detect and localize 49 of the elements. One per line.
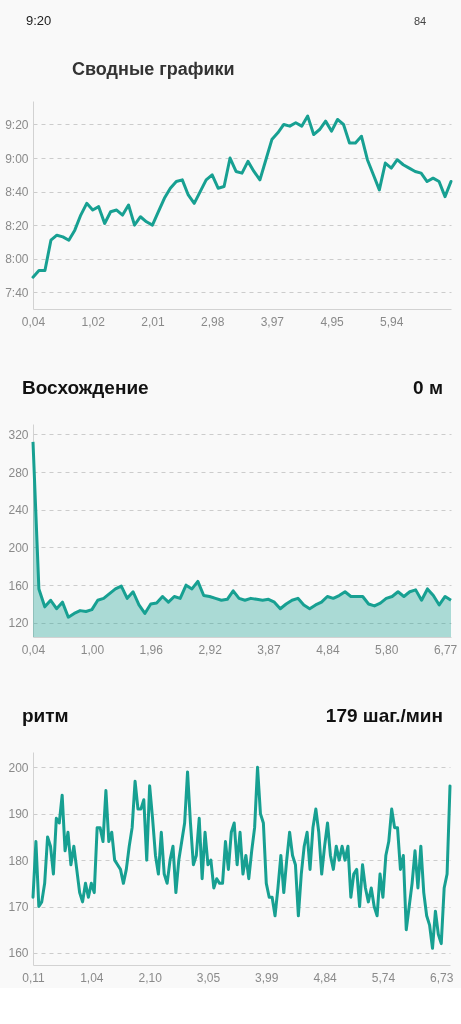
y-tick-label: 160 <box>8 946 29 961</box>
x-tick-label: 6,73 <box>430 970 454 985</box>
y-tick-label: 7:40 <box>5 285 29 300</box>
x-tick-label: 2,01 <box>141 314 165 329</box>
x-tick-label: 0,04 <box>21 642 46 657</box>
y-tick-label: 190 <box>8 807 29 822</box>
x-tick-label: 4,95 <box>320 314 345 329</box>
y-tick-label: 200 <box>8 540 29 555</box>
x-tick-label: 2,98 <box>200 314 225 329</box>
y-tick-label: 120 <box>8 616 29 631</box>
x-tick-label: 1,00 <box>80 642 105 657</box>
y-tick-label: 9:20 <box>5 117 29 132</box>
x-tick-label: 1,04 <box>80 970 104 985</box>
line-series <box>31 765 452 950</box>
x-tick-label: 3,05 <box>196 970 221 985</box>
x-tick-label: 5,80 <box>375 642 399 657</box>
x-tick-label: 5,94 <box>380 314 404 329</box>
line-series <box>31 114 453 279</box>
chart-title: ритм <box>22 705 69 726</box>
y-tick-label: 8:00 <box>5 252 29 267</box>
chart-title: Восхождение <box>22 377 149 398</box>
x-tick-label: 3,97 <box>260 314 285 329</box>
y-tick-label: 8:20 <box>5 218 29 233</box>
text: 9:20 <box>26 13 52 28</box>
x-tick-label: 2,92 <box>198 642 223 657</box>
text: 84 <box>413 15 427 27</box>
y-tick-label: 160 <box>8 578 29 593</box>
x-tick-label: 3,87 <box>257 642 281 657</box>
y-tick-label: 9:00 <box>5 151 29 166</box>
y-tick-label: 200 <box>8 760 29 775</box>
chart-title: Сводные графики <box>72 59 235 79</box>
y-tick-label: 170 <box>8 900 29 915</box>
y-tick-label: 320 <box>8 427 29 442</box>
x-tick-label: 5,74 <box>371 970 396 985</box>
x-tick-label: 1,02 <box>81 314 106 329</box>
text: 0 м <box>413 377 443 398</box>
x-tick-label: 6,77 <box>433 642 458 657</box>
x-tick-label: 3,99 <box>255 970 279 985</box>
y-tick-label: 180 <box>8 853 29 868</box>
y-tick-label: 240 <box>8 503 29 518</box>
x-tick-label: 0,11 <box>22 970 46 985</box>
x-tick-label: 4,84 <box>316 642 340 657</box>
y-tick-label: 280 <box>8 465 29 480</box>
x-tick-label: 2,10 <box>138 970 163 985</box>
y-tick-label: 8:40 <box>5 185 29 200</box>
text: 179 шаг./мин <box>325 705 443 726</box>
x-tick-label: 4,84 <box>313 970 338 985</box>
x-tick-label: 1,96 <box>139 642 164 657</box>
x-tick-label: 0,04 <box>21 314 46 329</box>
